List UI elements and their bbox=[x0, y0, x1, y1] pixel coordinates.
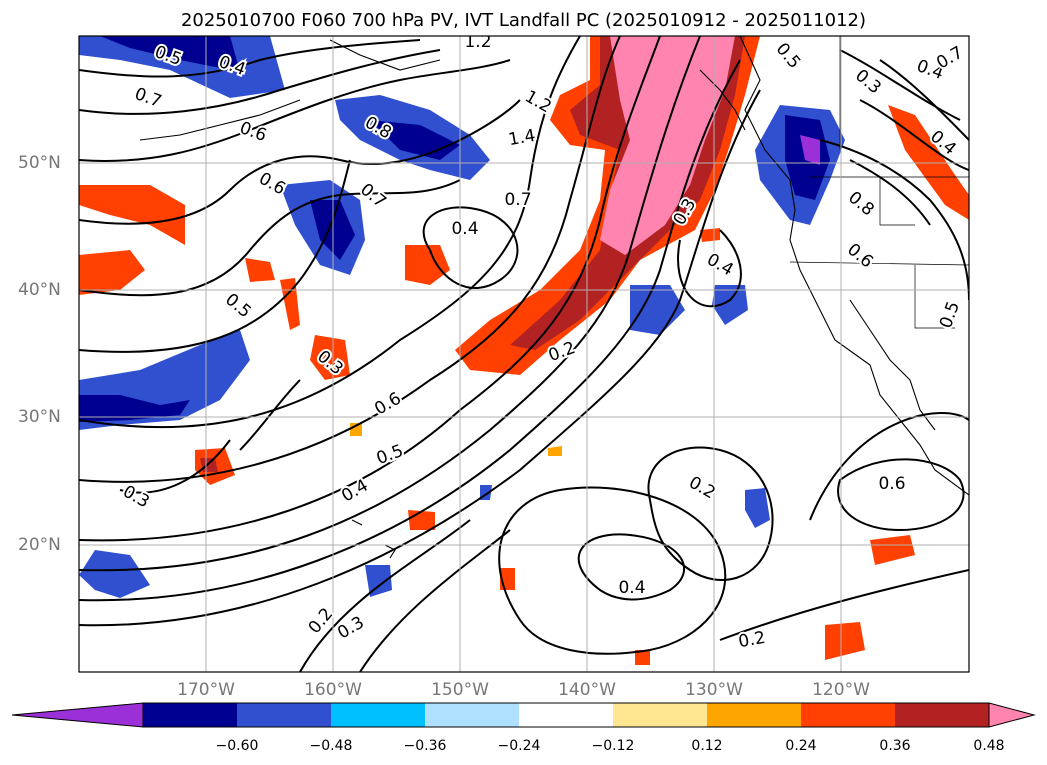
contour-label: 0.3 bbox=[334, 613, 367, 644]
colorbar-segment bbox=[519, 703, 613, 727]
contour-label: 1.4 bbox=[507, 126, 537, 150]
pv-contours bbox=[79, 36, 969, 672]
contour-label: 0.2 bbox=[737, 628, 767, 652]
map-frame bbox=[78, 35, 970, 673]
colorbar-tick-label: −0.24 bbox=[497, 738, 541, 754]
contour-label: 0.5 bbox=[374, 441, 406, 469]
contour-label: 0.3 bbox=[851, 66, 885, 99]
colorbar-tick-label: −0.48 bbox=[309, 738, 353, 754]
contour-label: 0.4 bbox=[618, 578, 645, 598]
contour-label: 1.2 bbox=[521, 87, 554, 118]
contour-label: 0.5 bbox=[221, 290, 255, 323]
lon-label-140w: 140°W bbox=[558, 680, 616, 700]
contour-label: 0.4 bbox=[338, 476, 371, 507]
colorbar-outline bbox=[142, 702, 990, 728]
contour-label: 0.6 bbox=[843, 240, 877, 273]
contour-label: 0.4 bbox=[451, 219, 478, 239]
positive-anomaly-shading bbox=[79, 36, 969, 665]
colorbar-extend-max bbox=[988, 702, 1036, 728]
lat-label-30n: 30°N bbox=[18, 407, 61, 427]
lat-label-50n: 50°N bbox=[18, 153, 61, 173]
map-title: 2025010700 F060 700 hPa PV, IVT Landfall… bbox=[180, 10, 867, 31]
lon-label-130w: 130°W bbox=[685, 680, 743, 700]
contour-label: 0.4 bbox=[703, 250, 736, 281]
colorbar-tick-label: 0.48 bbox=[973, 738, 1005, 754]
contour-label: 1.2 bbox=[464, 32, 491, 52]
contour-label: 0.6 bbox=[878, 474, 905, 494]
lon-label-160w: 160°W bbox=[304, 680, 362, 700]
colorbar-segment bbox=[613, 703, 707, 727]
lon-label-170w: 170°W bbox=[177, 680, 235, 700]
colorbar-tick-label: 0.12 bbox=[691, 738, 723, 754]
colorbar-segment bbox=[895, 703, 989, 727]
gridlines bbox=[79, 36, 969, 672]
colorbar-segment bbox=[801, 703, 895, 727]
colorbar-extend-min bbox=[11, 702, 144, 728]
contour-label: 0.8 bbox=[844, 188, 878, 221]
colorbar-tick-label: 0.36 bbox=[879, 738, 911, 754]
contour-label: 0.7 bbox=[132, 84, 164, 112]
contour-label: 0.7 bbox=[504, 190, 531, 210]
colorbar-segment bbox=[331, 703, 425, 727]
colorbar-segment bbox=[237, 703, 331, 727]
colorbar-tick-label: 0.24 bbox=[785, 738, 817, 754]
lat-label-20n: 20°N bbox=[18, 535, 61, 555]
colorbar-tick-label: −0.12 bbox=[591, 738, 635, 754]
colorbar-segment bbox=[143, 703, 237, 727]
coastlines bbox=[139, 36, 969, 559]
negative-anomaly-shading bbox=[79, 36, 845, 598]
contour-label: 0.5 bbox=[936, 299, 964, 331]
colorbar-tick-label: −0.60 bbox=[215, 738, 259, 754]
contour-label: 0.3 bbox=[119, 482, 152, 513]
colorbar-tick-label: −0.36 bbox=[403, 738, 447, 754]
lon-label-120w: 120°W bbox=[812, 680, 870, 700]
lon-label-150w: 150°W bbox=[431, 680, 489, 700]
contour-label: 0.6 bbox=[237, 118, 269, 146]
contour-label: 0.7 bbox=[356, 180, 390, 213]
contour-label: 0.5 bbox=[772, 39, 805, 73]
colorbar-segment bbox=[707, 703, 801, 727]
lat-label-40n: 40°N bbox=[18, 280, 61, 300]
colorbar-segment bbox=[425, 703, 519, 727]
political-borders bbox=[789, 36, 969, 329]
colorbar bbox=[11, 702, 1036, 728]
contour-label: 0.2 bbox=[305, 604, 338, 638]
